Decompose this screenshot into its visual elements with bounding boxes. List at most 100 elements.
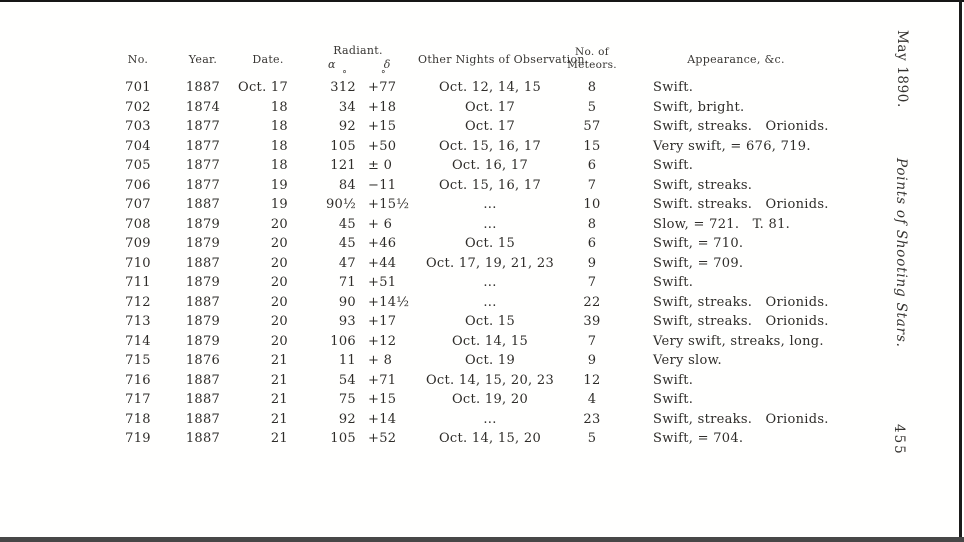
cell-no: 706 (125, 177, 151, 193)
cell-no: 719 (125, 431, 151, 446)
cell-meteors: 9 (587, 353, 597, 368)
cell-year: 1879 (185, 314, 221, 329)
cell-year: 1887 (185, 411, 221, 427)
cell-appearance: Swift, streaks. Orionids. (653, 411, 829, 427)
page-number: 455 (891, 424, 907, 456)
table-row: 712 1887 20 90 +14½... 22 Swift, streaks. Orio… (108, 293, 850, 313)
cell-a: 93 (338, 314, 356, 329)
cell-date: 20 (270, 236, 288, 251)
column-header-alpha: α (328, 57, 336, 71)
cell-d: +14½ (368, 294, 410, 310)
table-row: 710 1887 20 47 +44 Oct. 17, 19, 21, 23 9 Swift,… (108, 254, 850, 274)
cell-a: 45 (338, 236, 356, 251)
cell-date: 20 (270, 333, 288, 349)
cell-meteors: 4 (587, 392, 597, 407)
degree-mark: ° (342, 70, 347, 80)
cell-no: 712 (125, 294, 151, 310)
cell-date: 21 (270, 353, 288, 368)
cell-meteors: 57 (583, 119, 601, 134)
cell-no: 707 (125, 197, 151, 212)
column-header-radiant-group: Radiant. α δ (298, 44, 418, 71)
cell-meteors: 39 (583, 314, 601, 329)
cell-year: 1887 (185, 294, 221, 310)
cell-appearance: Swift, bright. (653, 99, 745, 115)
table-row: 702 1874 18 34 +18 Oct. 17 5 Swift, bright. (108, 98, 850, 118)
cell-year: 1887 (185, 80, 221, 95)
cell-no: 704 (125, 138, 151, 154)
cell-a: 34 (338, 99, 356, 115)
cell-a: 54 (338, 372, 356, 388)
cell-meteors: 23 (583, 411, 601, 427)
cell-d: +50 (368, 138, 397, 154)
cell-no: 715 (125, 353, 151, 368)
cell-nights: Oct. 16, 17 (451, 158, 529, 173)
cell-appearance: Swift, streaks. Orionids. (653, 314, 829, 329)
cell-year: 1879 (185, 216, 221, 232)
column-header-no: No. (127, 52, 149, 66)
cell-nights: ... (483, 411, 497, 427)
cell-a: 105 (330, 138, 356, 154)
cell-d: + 8 (368, 353, 393, 368)
cell-nights: ... (483, 294, 497, 310)
cell-meteors: 7 (587, 333, 597, 349)
column-header-meteors: No. of Meteors. (567, 46, 617, 71)
cell-no: 708 (125, 216, 151, 232)
cell-nights: Oct. 14, 15, 20 (438, 431, 542, 446)
cell-nights: Oct. 14, 15 (451, 333, 529, 349)
cell-appearance: Swift. (653, 275, 694, 290)
cell-date: 20 (270, 275, 288, 290)
cell-nights: Oct. 14, 15, 20, 23 (425, 372, 555, 388)
cell-meteors: 8 (587, 80, 597, 95)
cell-d: +12 (368, 333, 397, 349)
cell-d: +52 (368, 431, 397, 446)
cell-year: 1876 (185, 353, 221, 368)
degree-mark: ° (381, 70, 386, 80)
cell-date: 19 (270, 197, 288, 212)
cell-year: 1877 (185, 138, 221, 154)
cell-appearance: Swift. (653, 80, 694, 95)
cell-d: +15 (368, 392, 397, 407)
cell-year: 1877 (185, 158, 221, 173)
table-row: 707 1887 19 90½ +15½... 10 Swift. streaks. Ori… (108, 195, 850, 215)
cell-nights: Oct. 15, 16, 17 (438, 138, 542, 154)
cell-meteors: 15 (583, 138, 601, 154)
cell-no: 718 (125, 411, 151, 427)
cell-meteors: 9 (587, 255, 597, 271)
cell-nights: Oct. 12, 14, 15 (438, 80, 542, 95)
table-row: 709 1879 20 45 +46 Oct. 15 6 Swift, = 710. (108, 234, 850, 254)
table-row: 719 1887 21 105 +52 Oct. 14, 15, 20 5 Swift, = … (108, 429, 850, 449)
cell-year: 1887 (185, 392, 221, 407)
column-header-appearance: Appearance, &c. (687, 52, 785, 66)
cell-meteors: 12 (583, 372, 601, 388)
top-edge-rule (0, 0, 964, 2)
cell-year: 1887 (185, 431, 221, 446)
cell-date: 21 (270, 392, 288, 407)
table-row: 714 1879 20 106 +12 Oct. 14, 15 7 Very swift, s… (108, 332, 850, 352)
cell-no: 717 (125, 392, 151, 407)
cell-date: 20 (270, 255, 288, 271)
cell-d: +71 (368, 372, 397, 388)
cell-year: 1877 (185, 119, 221, 134)
table-row: 711 1879 20 71 +51... 7 Swift. (108, 273, 850, 293)
cell-d: +44 (368, 255, 397, 271)
cell-d: +77 ° (368, 70, 397, 96)
cell-appearance: Swift, streaks. (653, 177, 753, 193)
cell-date: 20 (270, 216, 288, 232)
cell-year: 1879 (185, 275, 221, 290)
column-header-delta: δ (383, 57, 391, 71)
radiant-subheaders: α δ (298, 58, 418, 71)
cell-a: 105 (330, 431, 356, 446)
cell-appearance: Very slow. (653, 353, 722, 368)
cell-no: 703 (125, 119, 151, 134)
cell-meteors: 7 (587, 275, 597, 290)
cell-no: 716 (125, 372, 151, 388)
cell-a: 47 (338, 255, 356, 271)
cell-nights: Oct. 15 (464, 314, 516, 329)
table-row: 706 1877 19 84 −11 Oct. 15, 16, 17 7 Swift, str… (108, 176, 850, 196)
cell-year: 1887 (185, 255, 221, 271)
table-row: 704 1877 18 105 +50 Oct. 15, 16, 17 15 Very swi… (108, 137, 850, 157)
table-row: 716 1887 21 54 +71 Oct. 14, 15, 20, 23 12 Swift… (108, 371, 850, 391)
bottom-edge-rule (0, 537, 964, 542)
journal-title: Points of Shooting Stars. (893, 158, 909, 348)
cell-no: 709 (125, 236, 151, 251)
